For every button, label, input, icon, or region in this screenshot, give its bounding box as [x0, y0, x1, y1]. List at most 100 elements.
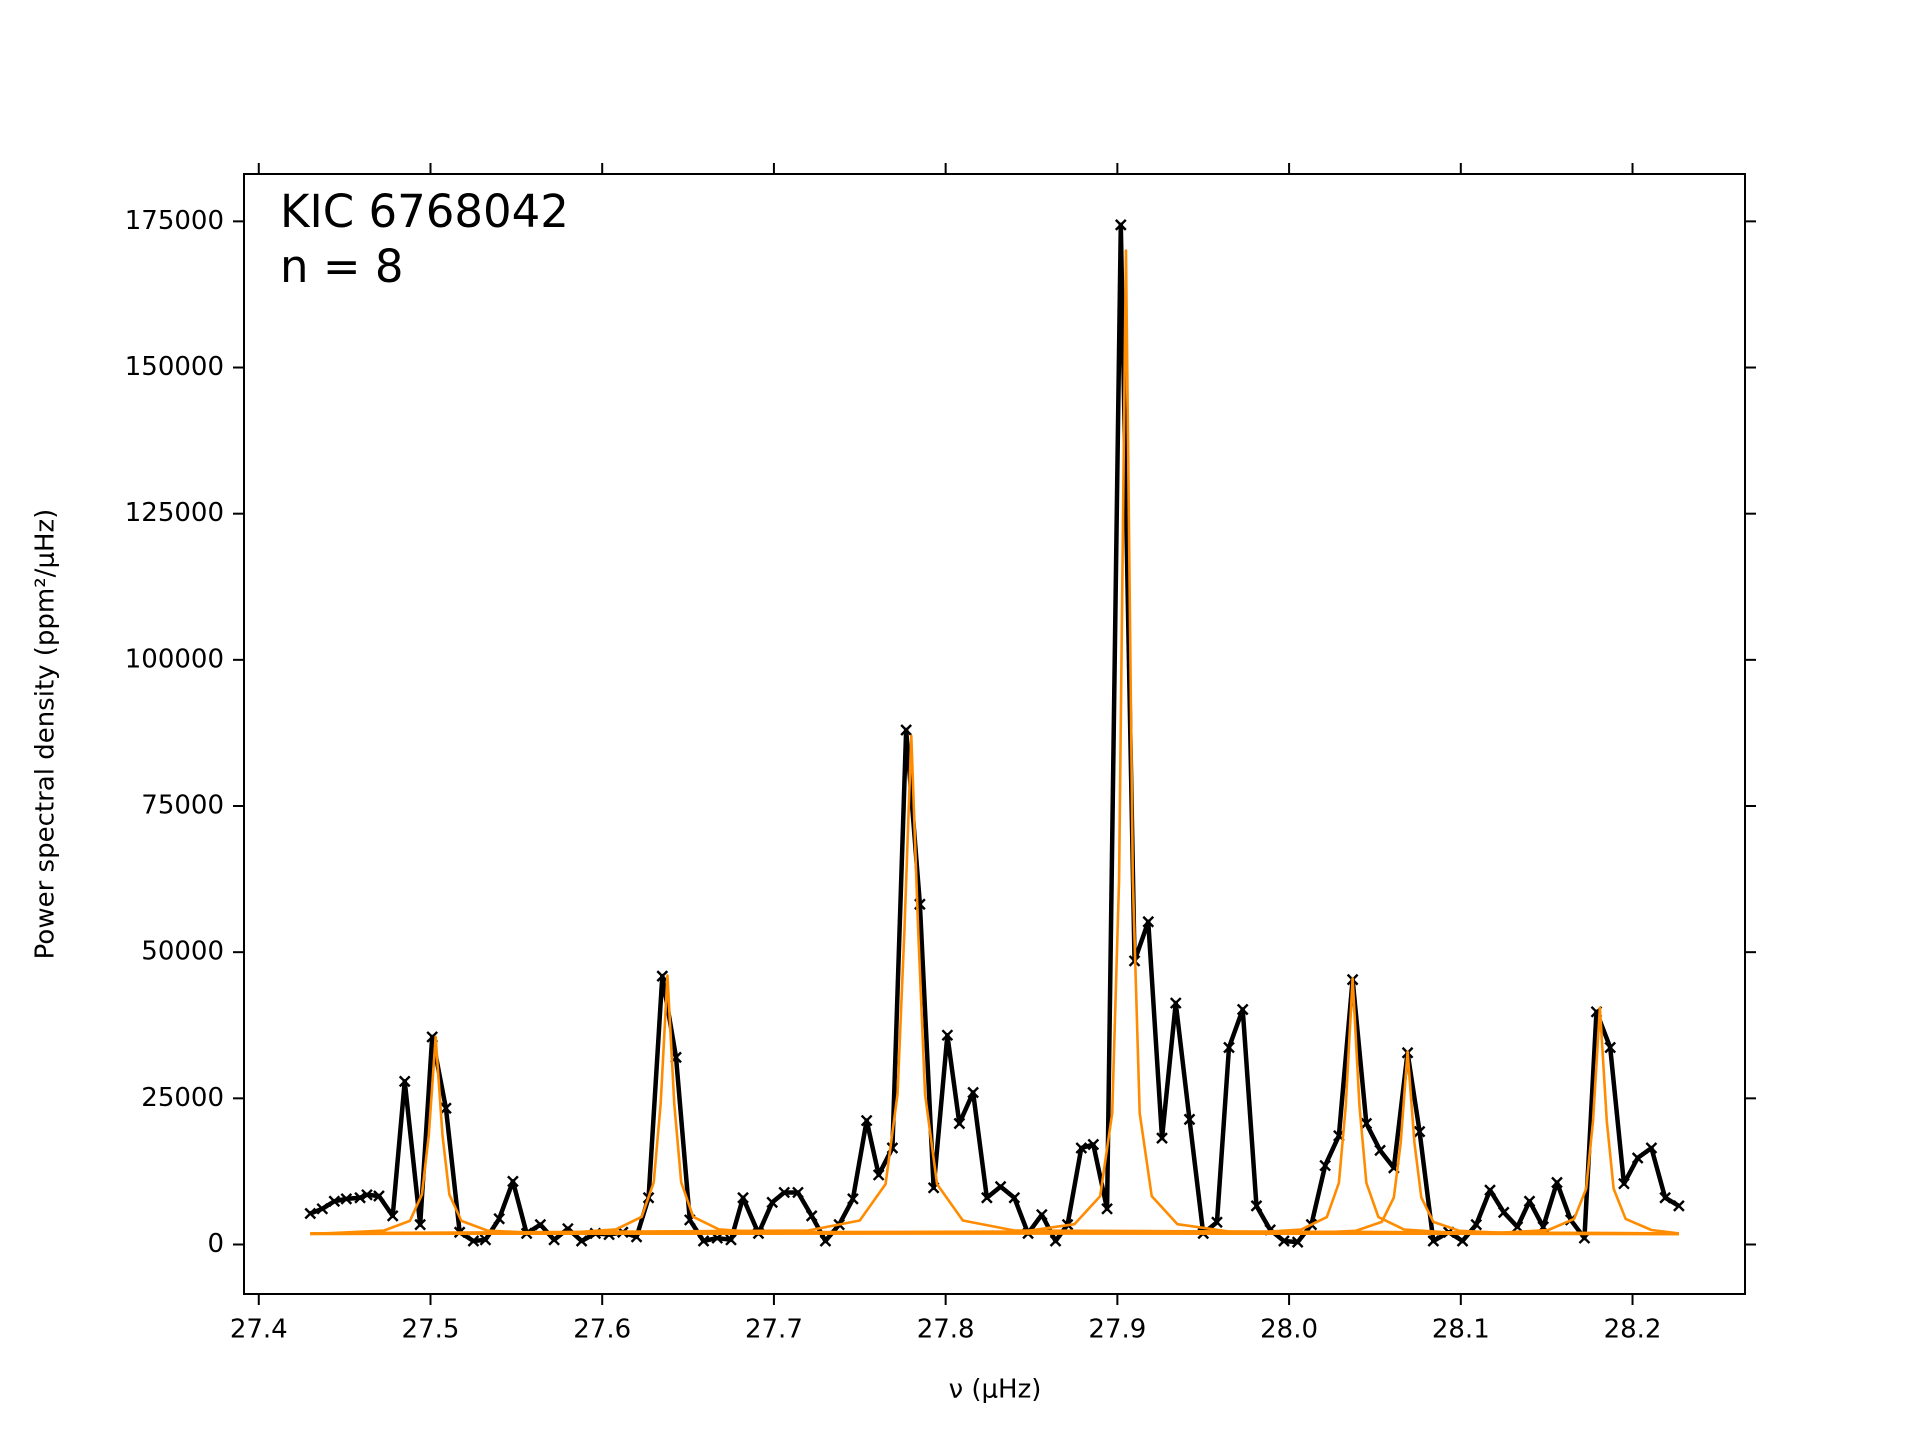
- data-marker: [1223, 1041, 1235, 1054]
- data-marker: [697, 1235, 710, 1247]
- x-tick-label: 27.7: [745, 1315, 803, 1345]
- plot-frame: [243, 173, 1746, 1295]
- data-marker: [872, 1169, 885, 1181]
- y-tick-label: 25000: [141, 1083, 224, 1113]
- data-marker: [1631, 1152, 1644, 1164]
- data-marker: [1169, 997, 1182, 1009]
- data-marker: [1618, 1177, 1630, 1190]
- data-marker: [656, 970, 669, 982]
- data-marker: [981, 1191, 993, 1204]
- data-marker: [328, 1195, 341, 1208]
- data-marker: [1278, 1235, 1290, 1247]
- data-marker: [1183, 1113, 1196, 1126]
- x-axis-label: ν (μHz): [949, 1375, 1042, 1405]
- data-marker: [1250, 1200, 1263, 1212]
- data-marker: [1049, 1235, 1062, 1247]
- data-marker: [1114, 219, 1127, 231]
- data-marker: [860, 1114, 873, 1127]
- fit-line: [310, 974, 1679, 1236]
- x-tick-label: 28.2: [1604, 1315, 1662, 1345]
- data-marker: [1497, 1206, 1510, 1219]
- data-marker: [316, 1202, 329, 1215]
- fit-line: [310, 734, 1679, 1235]
- data-marker: [1484, 1184, 1496, 1196]
- y-tick-label: 100000: [125, 644, 224, 674]
- data-marker: [1156, 1132, 1168, 1144]
- data-marker: [819, 1235, 832, 1247]
- data-marker: [534, 1218, 547, 1231]
- data-marker: [1427, 1235, 1440, 1247]
- data-marker: [805, 1210, 818, 1222]
- data-marker: [304, 1207, 317, 1220]
- data-marker: [1645, 1142, 1658, 1154]
- x-tick-label: 28.0: [1260, 1315, 1318, 1345]
- data-marker: [847, 1193, 859, 1205]
- data-marker: [953, 1117, 966, 1130]
- fit-line: [310, 249, 1679, 1235]
- y-tick-label: 175000: [125, 206, 224, 236]
- data-marker: [1211, 1216, 1223, 1229]
- x-tick-label: 27.4: [230, 1315, 288, 1345]
- data-marker: [1673, 1200, 1685, 1212]
- data-marker: [1142, 915, 1155, 928]
- x-tick-label: 27.5: [402, 1315, 460, 1345]
- data-marker: [340, 1193, 353, 1205]
- data-marker: [1413, 1125, 1426, 1138]
- data-marker: [1604, 1041, 1617, 1054]
- data-marker: [994, 1180, 1007, 1193]
- y-tick-label: 125000: [125, 498, 224, 528]
- data-marker: [778, 1186, 791, 1199]
- data-marker: [386, 1210, 399, 1222]
- data-marker: [548, 1233, 560, 1246]
- data-marker: [479, 1233, 492, 1246]
- data-marker: [1008, 1191, 1021, 1204]
- data-marker: [398, 1075, 411, 1088]
- data-marker: [1551, 1176, 1563, 1189]
- data-marker: [493, 1212, 506, 1225]
- data-marker: [467, 1235, 480, 1247]
- data-marker: [1236, 1003, 1249, 1016]
- data-marker: [575, 1235, 588, 1247]
- x-tick-label: 27.9: [1088, 1315, 1146, 1345]
- data-marker: [941, 1029, 954, 1042]
- annotation: n = 8: [280, 240, 403, 293]
- fit-line: [310, 1006, 1680, 1236]
- data-marker: [737, 1191, 749, 1204]
- data-marker: [507, 1175, 519, 1188]
- data-marker: [414, 1218, 427, 1231]
- data-marker: [725, 1233, 737, 1246]
- data-marker: [1456, 1235, 1469, 1247]
- data-marker: [1101, 1202, 1113, 1215]
- data-marker: [967, 1086, 979, 1099]
- data-marker: [361, 1188, 373, 1201]
- data-marker: [1087, 1138, 1100, 1151]
- fit-line: [310, 977, 1679, 1236]
- data-marker: [1075, 1142, 1088, 1154]
- data-marker: [1659, 1191, 1671, 1204]
- fit-line: [310, 1035, 1679, 1236]
- data-marker: [1374, 1144, 1386, 1157]
- data-marker: [900, 724, 912, 736]
- data-marker: [1523, 1195, 1536, 1208]
- data-marker: [1035, 1208, 1048, 1221]
- data-marker: [1319, 1159, 1331, 1172]
- y-tick-label: 75000: [141, 791, 224, 821]
- y-tick-label: 50000: [141, 937, 224, 967]
- fit-line: [310, 1050, 1679, 1236]
- y-axis-label: Power spectral density (ppm²/μHz): [31, 509, 61, 960]
- data-marker: [354, 1191, 366, 1204]
- data-marker: [1291, 1236, 1304, 1249]
- data-marker: [373, 1190, 385, 1202]
- y-tick-label: 150000: [125, 352, 224, 382]
- data-marker: [440, 1102, 452, 1115]
- data-marker: [766, 1196, 779, 1209]
- x-tick-label: 27.8: [917, 1315, 975, 1345]
- data-marker: [1360, 1117, 1373, 1130]
- data-marker: [792, 1186, 804, 1199]
- y-tick-label: 0: [207, 1229, 224, 1259]
- annotation: KIC 6768042: [280, 185, 569, 238]
- data-marker: [1470, 1218, 1483, 1231]
